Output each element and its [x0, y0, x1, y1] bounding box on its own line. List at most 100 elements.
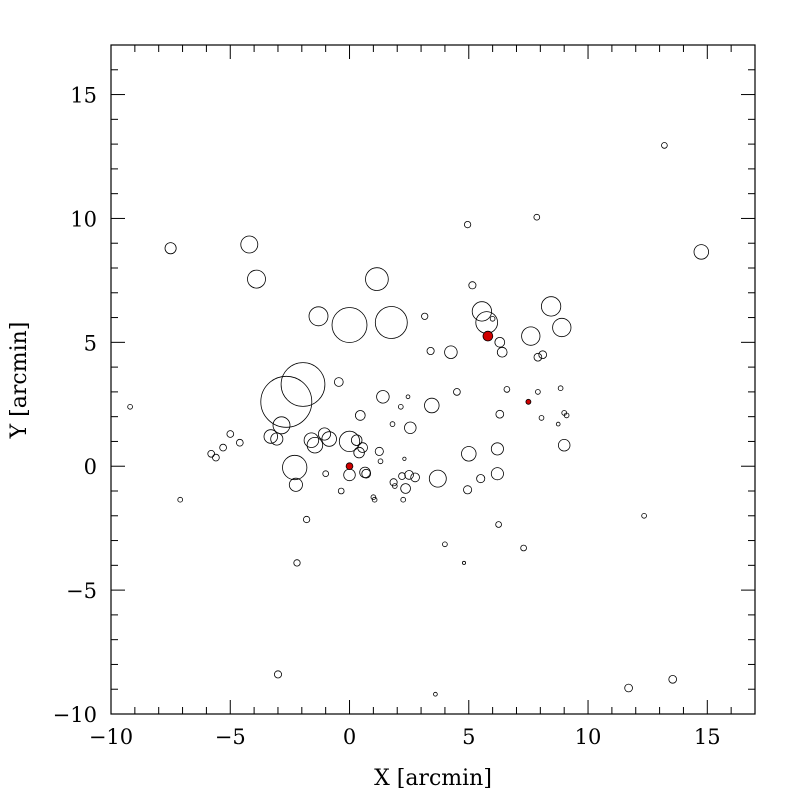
data-point	[374, 306, 408, 339]
data-point	[563, 412, 570, 419]
data-point	[212, 453, 220, 462]
data-point	[273, 670, 282, 679]
data-point	[421, 312, 429, 320]
data-point	[453, 388, 461, 396]
data-point	[389, 478, 398, 487]
highlighted-data-point	[345, 462, 354, 471]
data-point	[207, 449, 216, 458]
data-point	[302, 515, 311, 524]
data-point	[127, 403, 133, 410]
data-point	[357, 442, 368, 453]
data-point	[476, 474, 486, 484]
data-point	[404, 470, 414, 480]
data-point	[693, 244, 710, 260]
data-point	[496, 346, 508, 358]
x-tick-label: 0	[343, 725, 356, 749]
data-point	[475, 311, 499, 334]
data-point	[236, 438, 244, 447]
data-point	[463, 221, 472, 229]
data-point	[288, 477, 303, 492]
data-point	[365, 267, 389, 291]
data-point	[359, 466, 371, 479]
data-point	[555, 421, 561, 427]
data-point	[371, 496, 378, 503]
data-point	[343, 468, 356, 482]
data-point	[490, 467, 504, 481]
data-point	[317, 427, 331, 441]
data-point	[535, 389, 541, 395]
data-point	[624, 683, 633, 693]
data-point	[226, 430, 235, 438]
data-point	[353, 446, 365, 459]
data-point	[351, 434, 363, 446]
data-point	[521, 326, 541, 346]
data-point	[338, 430, 361, 452]
data-point	[270, 432, 284, 446]
data-point	[495, 409, 505, 419]
data-point	[306, 437, 324, 454]
y-tick-label: 10	[70, 207, 97, 231]
data-point	[374, 446, 384, 456]
data-point	[391, 483, 398, 489]
data-point	[272, 416, 291, 435]
data-point	[333, 377, 344, 387]
data-point	[442, 541, 448, 548]
data-point	[164, 242, 177, 255]
y-tick-label: 5	[84, 331, 97, 355]
data-point	[405, 394, 411, 400]
data-point	[404, 421, 417, 435]
highlighted-data-point	[482, 330, 494, 342]
x-tick-label: 15	[694, 725, 721, 749]
data-point	[461, 560, 466, 565]
data-point	[461, 446, 477, 462]
y-tick-label: −5	[66, 579, 97, 603]
data-point	[400, 483, 411, 494]
data-point	[641, 512, 647, 519]
data-point	[219, 443, 227, 452]
data-point	[337, 487, 345, 495]
axis-ticks	[110, 44, 756, 715]
data-point	[280, 362, 326, 407]
data-point	[361, 468, 372, 479]
data-point	[489, 315, 496, 322]
data-point	[282, 454, 308, 481]
data-point	[533, 352, 543, 362]
data-point	[463, 485, 473, 495]
data-point	[540, 296, 562, 317]
data-point	[552, 317, 572, 338]
data-point	[503, 386, 511, 393]
data-point	[260, 375, 313, 428]
data-point	[400, 496, 407, 503]
data-point	[661, 142, 668, 149]
data-point	[471, 301, 492, 322]
x-tick-label: −10	[89, 725, 133, 749]
data-point	[389, 421, 396, 427]
data-point	[263, 429, 279, 444]
data-point	[426, 346, 435, 355]
data-point	[558, 439, 571, 452]
tick-labels: −10 −5 0 5 10 15 −10 −5 0 5 10 15	[53, 84, 721, 749]
data-point	[424, 397, 440, 414]
data-point	[354, 410, 366, 421]
data-point	[520, 544, 527, 552]
highlighted-data-point	[525, 398, 532, 405]
data-point	[247, 269, 266, 289]
data-point	[322, 470, 330, 478]
data-point	[533, 213, 541, 221]
data-point	[402, 456, 407, 461]
data-point	[494, 336, 506, 348]
data-point	[376, 390, 390, 404]
data-point	[433, 691, 438, 697]
data-point	[668, 674, 677, 684]
plot-frame	[110, 44, 756, 715]
data-point	[538, 415, 545, 421]
data-point	[308, 306, 329, 327]
data-point	[293, 559, 301, 567]
data-point	[177, 496, 184, 503]
y-axis-label: Y [arcmin]	[7, 322, 32, 440]
data-point	[557, 385, 564, 392]
data-point	[490, 442, 504, 456]
data-points	[127, 142, 710, 697]
data-point	[303, 432, 320, 448]
